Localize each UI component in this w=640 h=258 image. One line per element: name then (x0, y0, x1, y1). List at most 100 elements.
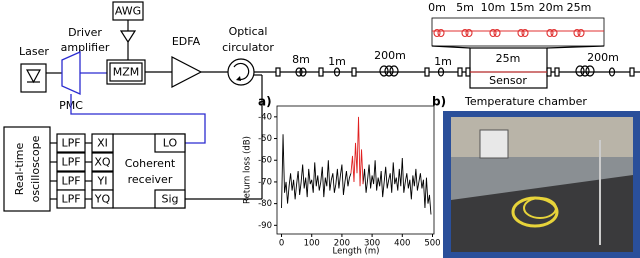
coil (299, 67, 307, 77)
coil (433, 28, 441, 38)
photo-foam (451, 175, 633, 252)
sig-label: Sig (161, 193, 178, 206)
connector (465, 67, 471, 77)
coil (575, 65, 585, 77)
coil (573, 28, 581, 38)
mzm-label: MZM (113, 66, 140, 79)
photo-object (479, 129, 509, 159)
edfa (171, 56, 203, 88)
x-tick-label: 200 (334, 239, 350, 249)
lpf-label: LPF (61, 193, 80, 206)
sensor-detail (431, 17, 605, 47)
y-tick-label: -90 (258, 221, 272, 231)
photo (443, 111, 640, 258)
x-tick-label: 300 (364, 239, 380, 249)
sensor-box (469, 47, 548, 89)
pmc (61, 50, 81, 96)
photo-back (451, 117, 633, 157)
laser-label: Laser (19, 45, 49, 58)
data-line (350, 116, 364, 187)
zoom-line (546, 45, 605, 49)
y-tick-label: -60 (258, 156, 272, 166)
zoom-line (431, 45, 471, 49)
driver-amp (119, 30, 137, 44)
plot: -40 -50 -60 -70 -80 -90 0 100 200 300 400 500 (258, 105, 441, 249)
plot-frame (276, 105, 435, 235)
driver-label: amplifier (61, 41, 110, 54)
connector (554, 67, 560, 77)
position-label: 10m (481, 1, 506, 14)
oscilloscope-box (3, 126, 51, 212)
lpf-label: LPF (61, 156, 80, 169)
x-tick-label: 500 (424, 239, 440, 249)
coil (333, 67, 341, 77)
position-label: 5m (456, 1, 474, 14)
sensor-label: Sensor (489, 74, 527, 87)
photo-coil (523, 197, 557, 219)
ports (50, 133, 114, 209)
connector (318, 67, 324, 77)
lpf-label: LPF (61, 175, 80, 188)
lo-box (154, 133, 186, 153)
coil (546, 28, 554, 38)
position-label: 25m (567, 1, 592, 14)
port-label: XQ (94, 156, 111, 169)
position-label: 15m (510, 1, 535, 14)
port-label: XI (97, 137, 108, 150)
oscilloscope-label: Real-time (13, 143, 26, 196)
coil (577, 28, 585, 38)
fiber-label: 200m (374, 49, 406, 62)
y-tick-label: -40 (258, 112, 272, 122)
coil (437, 28, 445, 38)
coil (295, 67, 303, 77)
receiver-label: Coherent (125, 157, 176, 170)
coil (389, 65, 399, 77)
coil (379, 65, 389, 77)
coil (493, 28, 501, 38)
circulator-label: Optical (229, 25, 268, 38)
coil (585, 65, 595, 77)
position-label: 0m (428, 1, 446, 14)
y-tick-label: -70 (258, 177, 272, 187)
lpf-label: LPF (61, 137, 80, 150)
coils (295, 65, 616, 77)
coil (384, 65, 394, 77)
connector (457, 67, 463, 77)
photo-title: Temperature chamber (464, 95, 587, 108)
fiber-label: 200m (587, 51, 619, 64)
receiver-label: receiver (128, 173, 173, 186)
y-tick-label: -50 (258, 134, 272, 144)
laser-diode (25, 69, 42, 84)
port-label: YI (97, 175, 108, 188)
x-tick-label: 400 (394, 239, 410, 249)
edfa-label: EDFA (172, 35, 201, 48)
y-axis-label: Return loss (dB) (243, 136, 253, 204)
coil (608, 67, 616, 77)
panel-label: a) (258, 95, 272, 109)
circulator-arrow (236, 76, 241, 81)
lo-fiber (70, 94, 206, 144)
coil (550, 28, 558, 38)
sensor-coils (433, 28, 585, 38)
coil (517, 28, 525, 38)
x-tick-label: 100 (304, 239, 320, 249)
connector (351, 67, 357, 77)
mzm-inner (109, 62, 143, 82)
oscilloscope-label: oscilloscope (29, 135, 42, 202)
circulator-label: circulator (222, 41, 274, 54)
connectors (275, 67, 635, 77)
circulator-arrow (233, 62, 250, 81)
data-line (281, 134, 352, 208)
fiber-label: 8m (292, 53, 310, 66)
connector (424, 67, 430, 77)
coil (580, 65, 590, 77)
x-axis-label: Length (m) (333, 247, 380, 257)
coil (461, 28, 469, 38)
lo-label: LO (163, 137, 178, 150)
fiber-label: 1m (434, 55, 452, 68)
driver-label: Driver (68, 26, 102, 39)
fiber-label: 1m (328, 55, 346, 68)
y-tick-label: -80 (258, 199, 272, 209)
fiber-label: 25m (496, 52, 521, 65)
